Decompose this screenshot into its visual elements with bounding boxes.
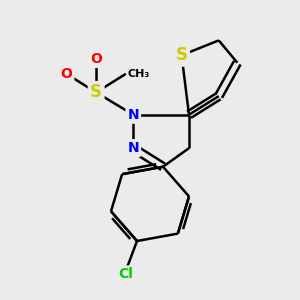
Text: O: O — [61, 67, 72, 81]
Text: N: N — [128, 108, 139, 122]
Text: S: S — [90, 83, 102, 101]
Text: O: O — [90, 52, 102, 66]
Text: N: N — [128, 141, 139, 155]
Text: CH₃: CH₃ — [128, 69, 150, 79]
Text: S: S — [176, 46, 188, 64]
Text: Cl: Cl — [118, 268, 133, 281]
